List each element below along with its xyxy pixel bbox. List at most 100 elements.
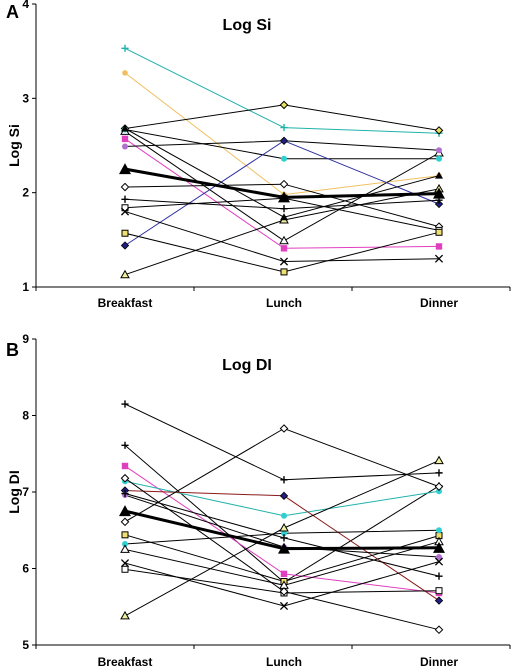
x-tick-label: Lunch [266,296,302,310]
panel-label: A [6,2,19,22]
y-tick-label: 6 [22,562,29,576]
x-tick-label: Breakfast [98,296,153,310]
data-point [120,610,130,620]
data-point [434,482,444,491]
series-8 [120,424,444,527]
data-point [434,455,444,465]
data-point [280,213,288,221]
data-point [279,601,289,611]
series-1 [121,400,443,484]
chart-title: Log DI [222,357,272,374]
y-tick-label: 8 [22,409,29,423]
y-axis-label: Log DI [6,470,22,514]
data-point [279,424,289,433]
series-3 [120,100,444,135]
data-point [279,257,289,266]
data-point [121,229,129,237]
y-tick-label: 4 [22,0,29,11]
data-point [435,243,443,250]
data-point [279,100,289,110]
series-10 [122,527,442,548]
data-point [119,505,131,517]
series-8 [119,163,445,203]
data-point [120,269,130,279]
series-14 [120,455,444,620]
data-point [120,473,130,483]
data-point [121,565,129,573]
data-point [121,462,129,470]
data-point [120,544,130,553]
series-5 [120,486,444,605]
y-tick-label: 1 [22,280,29,294]
data-point [434,254,444,263]
x-tick-label: Breakfast [98,655,153,668]
data-point [121,135,129,143]
data-point [279,179,289,189]
data-point [121,124,129,132]
y-tick-label: 5 [22,638,29,652]
data-point [281,530,287,537]
data-point [435,469,443,477]
data-point [121,400,129,408]
x-tick-label: Dinner [420,296,458,310]
data-point [121,441,129,449]
data-point [280,205,288,213]
series-7 [119,505,445,554]
series-5 [121,135,443,252]
data-point [278,191,290,203]
panel-a: A Log Si Log Si 1 2 3 4 Breakfast Lunch Dinner [6,0,511,310]
series-line [124,47,440,134]
data-point [120,207,130,216]
data-point [122,143,128,150]
data-point [279,587,289,596]
series-line [124,231,440,273]
data-point [119,163,131,175]
panel-b: B Log DI Log DI 5 6 7 8 9 Breakfast Lunch Dinner [6,332,511,668]
y-tick-label: 7 [22,485,29,499]
series-13 [120,207,444,266]
data-point [280,476,288,484]
panel-label: B [6,340,19,360]
data-point [121,195,129,203]
data-point [281,155,287,162]
data-point [120,517,130,527]
data-point [279,522,289,532]
data-point [122,541,128,548]
data-point [435,171,443,179]
data-point [122,70,128,76]
x-tick-label: Dinner [420,655,458,668]
data-point [436,488,442,495]
series-16 [121,489,443,580]
data-point [433,187,445,199]
data-point [280,245,288,252]
data-point [434,596,444,605]
data-point [279,491,289,500]
data-point [435,228,443,236]
series-11 [120,536,444,589]
series-14 [121,228,443,276]
data-point [280,570,288,578]
data-point [435,587,443,595]
y-tick-label: 2 [22,186,29,200]
data-point [279,136,289,145]
data-point [280,268,288,276]
data-point [120,559,130,568]
series-10 [120,136,444,250]
data-point [121,489,129,498]
data-point [281,512,287,519]
data-point [120,182,130,192]
data-point [436,554,442,561]
data-point [434,625,444,635]
data-point [433,541,445,553]
data-point [278,542,290,554]
data-point [436,155,442,162]
data-point [434,126,444,135]
series-16 [121,124,443,221]
chart-title: Log Si [223,17,272,34]
series-15 [120,473,444,635]
data-point [280,534,288,542]
data-point [435,572,443,580]
data-point [280,123,288,132]
data-point [436,527,442,534]
